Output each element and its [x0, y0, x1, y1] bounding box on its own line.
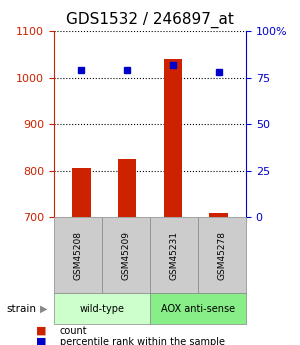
Text: GSM45208: GSM45208: [74, 231, 82, 280]
Text: AOX anti-sense: AOX anti-sense: [161, 304, 235, 314]
Bar: [209, 213, 228, 217]
Text: ■: ■: [36, 337, 46, 345]
Bar: [164, 59, 182, 217]
Text: ▶: ▶: [40, 304, 47, 314]
Text: percentile rank within the sample: percentile rank within the sample: [60, 337, 225, 345]
Text: GSM45231: GSM45231: [169, 231, 178, 280]
Text: GSM45278: GSM45278: [218, 231, 226, 280]
Bar: [72, 168, 91, 217]
Text: ■: ■: [36, 326, 46, 335]
Text: count: count: [60, 326, 88, 335]
Bar: [118, 159, 136, 217]
Text: GSM45209: GSM45209: [122, 231, 130, 280]
Text: wild-type: wild-type: [80, 304, 124, 314]
Text: GDS1532 / 246897_at: GDS1532 / 246897_at: [66, 12, 234, 28]
Text: strain: strain: [6, 304, 36, 314]
